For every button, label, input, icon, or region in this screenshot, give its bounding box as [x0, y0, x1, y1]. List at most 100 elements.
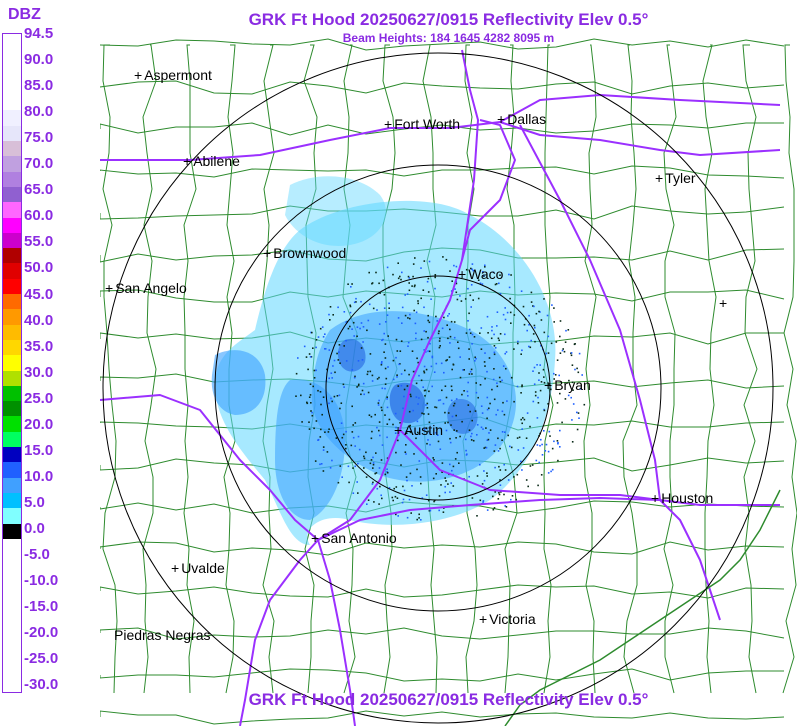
city-san-angelo: + San Angelo	[105, 280, 187, 296]
echo-speckle	[387, 366, 389, 368]
echo-speckle	[415, 396, 418, 398]
echo-speckle	[468, 373, 471, 375]
echo-speckle	[491, 388, 493, 391]
echo-speckle	[559, 446, 561, 448]
echo-speckle	[374, 472, 376, 475]
echo-speckle	[402, 485, 404, 488]
echo-speckle	[399, 422, 401, 424]
echo-speckle	[483, 447, 485, 449]
echo-speckle	[317, 389, 319, 392]
echo-speckle	[396, 350, 399, 352]
city-piedras-negras: Piedras Negras	[114, 627, 211, 643]
echo-speckle	[322, 446, 325, 448]
echo-speckle	[412, 409, 414, 412]
echo-speckle	[444, 485, 446, 488]
echo-speckle	[521, 349, 523, 352]
echo-speckle	[485, 446, 488, 449]
echo-speckle	[576, 428, 579, 431]
gulf-coastline	[504, 489, 781, 726]
reflectivity-legend: DBZ 94.5 90.0 85.0 80.0 75.0 70.0 65.0 60.0 55.0…	[0, 0, 100, 726]
echo-speckle	[522, 305, 525, 308]
echo-speckle	[435, 473, 437, 475]
echo-speckle	[343, 345, 345, 347]
city-bryan: + Bryan	[544, 377, 591, 393]
echo-speckle	[427, 277, 430, 280]
echo-speckle	[492, 378, 495, 381]
echo-speckle	[339, 362, 341, 364]
echo-speckle	[529, 465, 532, 467]
echo-speckle	[487, 332, 489, 334]
echo-speckle	[437, 440, 440, 443]
echo-speckle	[354, 422, 357, 424]
echo-speckle	[449, 342, 451, 344]
echo-speckle	[509, 297, 511, 300]
echo-speckle	[313, 377, 316, 379]
echo-speckle	[295, 395, 297, 397]
echo-speckle	[413, 309, 415, 312]
echo-speckle	[383, 332, 385, 335]
echo-speckle	[520, 460, 522, 463]
echo-speckle	[479, 463, 481, 466]
echo-speckle	[497, 409, 499, 411]
echo-speckle	[523, 323, 526, 326]
echo-speckle	[493, 507, 496, 509]
echo-speckle	[368, 414, 371, 416]
echo-speckle	[438, 340, 441, 342]
echo-speckle	[404, 369, 406, 372]
echo-speckle	[455, 265, 458, 268]
echo-speckle	[443, 316, 445, 319]
echo-speckle	[351, 283, 353, 285]
echo-speckle	[408, 277, 411, 279]
echo-speckle	[366, 503, 368, 505]
legend-color-segment	[3, 248, 21, 264]
echo-speckle	[526, 412, 529, 414]
county-line	[99, 627, 785, 640]
echo-speckle	[525, 479, 528, 481]
echo-speckle	[532, 370, 534, 372]
echo-speckle	[477, 279, 480, 281]
echo-speckle	[439, 337, 441, 340]
echo-speckle	[571, 364, 574, 366]
echo-speckle	[329, 319, 331, 321]
echo-speckle	[543, 376, 545, 378]
echo-speckle	[330, 397, 332, 400]
echo-speckle	[539, 364, 541, 366]
echo-speckle	[471, 268, 473, 270]
echo-speckle	[463, 390, 465, 392]
echo-speckle	[508, 273, 510, 276]
echo-speckle	[433, 371, 436, 373]
echo-speckle	[501, 379, 503, 382]
echo-speckle	[347, 465, 350, 468]
echo-region-strong-2	[337, 338, 366, 372]
echo-speckle	[417, 431, 419, 434]
legend-tick-label: 25.0	[24, 389, 54, 407]
echo-speckle	[448, 313, 450, 315]
echo-speckle	[528, 345, 530, 348]
echo-speckle	[327, 431, 330, 433]
echo-speckle	[517, 342, 519, 345]
legend-tick-label: 94.5	[24, 25, 54, 42]
legend-tick-label: 10.0	[24, 467, 54, 485]
echo-speckle	[297, 357, 299, 359]
echo-speckle	[340, 402, 343, 404]
echo-speckle	[453, 429, 455, 431]
echo-speckle	[409, 313, 411, 316]
echo-speckle	[513, 476, 515, 478]
echo-speckle	[418, 460, 421, 462]
echo-speckle	[450, 385, 453, 388]
echo-speckle	[486, 475, 488, 477]
echo-speckle	[405, 476, 408, 478]
city-waco: + Waco	[458, 266, 504, 282]
echo-speckle	[420, 338, 423, 341]
echo-speckle	[401, 322, 403, 324]
echo-speckle	[376, 378, 379, 380]
echo-speckle	[559, 429, 561, 432]
echo-speckle	[502, 365, 505, 367]
echo-speckle	[303, 345, 306, 348]
echo-speckle	[378, 421, 381, 423]
echo-speckle	[423, 306, 425, 309]
echo-speckle	[493, 333, 495, 336]
echo-speckle	[356, 386, 358, 388]
echo-speckle	[467, 287, 469, 290]
echo-speckle	[534, 391, 537, 393]
